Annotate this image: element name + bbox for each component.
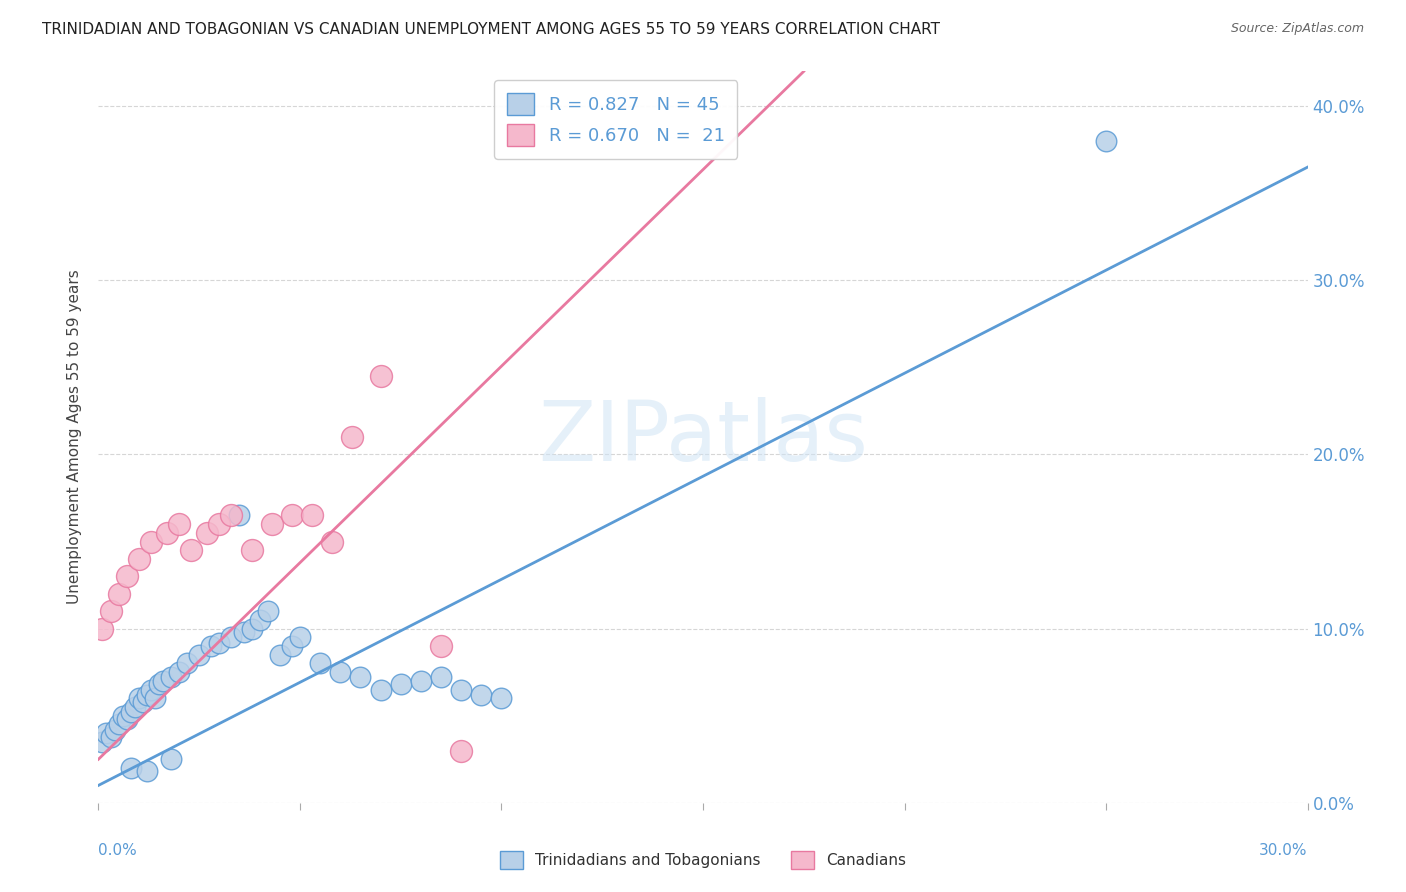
Point xyxy=(152,673,174,688)
Point xyxy=(256,604,278,618)
Point xyxy=(124,700,146,714)
Point xyxy=(115,712,138,726)
Point xyxy=(221,631,243,645)
Point xyxy=(167,665,190,680)
Point xyxy=(135,688,157,702)
Legend: R = 0.827   N = 45, R = 0.670   N =  21: R = 0.827 N = 45, R = 0.670 N = 21 xyxy=(495,80,737,159)
Text: TRINIDADIAN AND TOBAGONIAN VS CANADIAN UNEMPLOYMENT AMONG AGES 55 TO 59 YEARS CO: TRINIDADIAN AND TOBAGONIAN VS CANADIAN U… xyxy=(42,22,941,37)
Point xyxy=(342,430,364,444)
Point xyxy=(301,508,323,523)
Point xyxy=(139,682,162,697)
Point xyxy=(96,726,118,740)
Point xyxy=(281,639,304,653)
Point xyxy=(281,508,304,523)
Legend: Trinidadians and Tobagonians, Canadians: Trinidadians and Tobagonians, Canadians xyxy=(494,845,912,875)
Point xyxy=(288,631,311,645)
Point xyxy=(450,743,472,757)
Point xyxy=(107,717,129,731)
Point xyxy=(139,534,162,549)
Point xyxy=(370,682,392,697)
Point xyxy=(232,625,254,640)
Point xyxy=(132,695,155,709)
Y-axis label: Unemployment Among Ages 55 to 59 years: Unemployment Among Ages 55 to 59 years xyxy=(67,269,83,605)
Point xyxy=(249,613,271,627)
Point xyxy=(148,677,170,691)
Point xyxy=(208,635,231,649)
Text: Source: ZipAtlas.com: Source: ZipAtlas.com xyxy=(1230,22,1364,36)
Point xyxy=(240,543,263,558)
Point xyxy=(180,543,202,558)
Point xyxy=(450,682,472,697)
Point xyxy=(111,708,134,723)
Point xyxy=(128,691,150,706)
Point xyxy=(221,508,243,523)
Text: ZIPatlas: ZIPatlas xyxy=(538,397,868,477)
Point xyxy=(208,517,231,532)
Point xyxy=(107,587,129,601)
Point xyxy=(91,735,114,749)
Point xyxy=(128,552,150,566)
Point xyxy=(1095,134,1118,148)
Point xyxy=(200,639,222,653)
Text: 0.0%: 0.0% xyxy=(98,843,138,858)
Point xyxy=(389,677,412,691)
Point xyxy=(470,688,492,702)
Point xyxy=(430,639,453,653)
Point xyxy=(91,622,114,636)
Point xyxy=(349,670,371,684)
Point xyxy=(409,673,432,688)
Point xyxy=(100,730,122,744)
Point xyxy=(115,569,138,583)
Point xyxy=(370,369,392,384)
Point xyxy=(329,665,352,680)
Point xyxy=(321,534,343,549)
Text: 30.0%: 30.0% xyxy=(1260,843,1308,858)
Point xyxy=(143,691,166,706)
Point xyxy=(195,525,218,540)
Point xyxy=(176,657,198,671)
Point xyxy=(103,723,125,737)
Point xyxy=(120,705,142,719)
Point xyxy=(120,761,142,775)
Point xyxy=(309,657,332,671)
Point xyxy=(167,517,190,532)
Point xyxy=(160,752,183,766)
Point xyxy=(160,670,183,684)
Point xyxy=(430,670,453,684)
Point xyxy=(100,604,122,618)
Point xyxy=(188,648,211,662)
Point xyxy=(269,648,291,662)
Point xyxy=(240,622,263,636)
Point xyxy=(228,508,250,523)
Point xyxy=(260,517,283,532)
Point xyxy=(491,691,513,706)
Point xyxy=(156,525,179,540)
Point xyxy=(135,764,157,779)
